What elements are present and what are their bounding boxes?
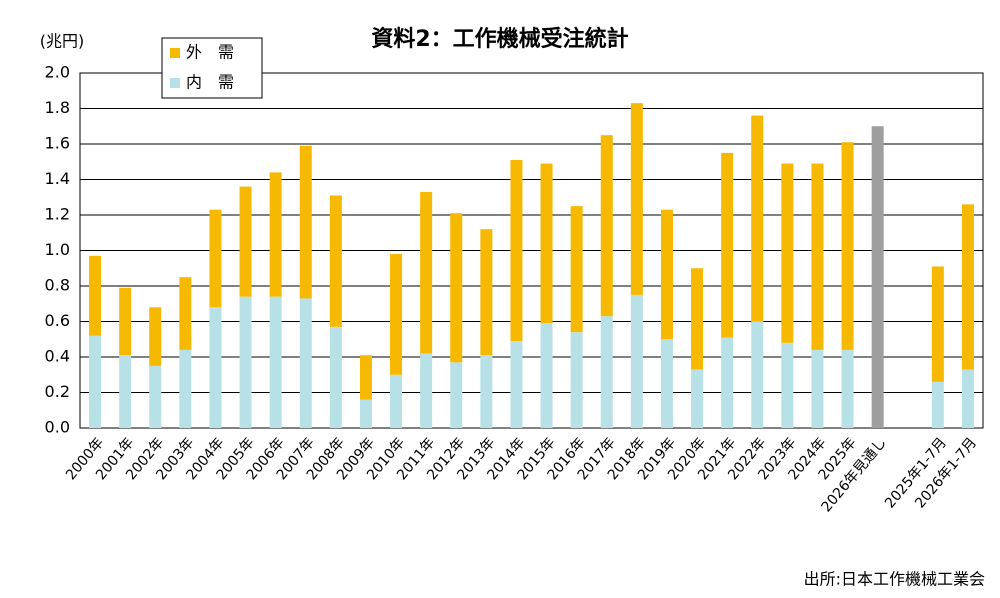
y-tick-label: 1.4 [45,169,70,188]
y-tick-label: 1.6 [45,134,70,153]
source: 出所:日本工作機械工業会 [804,570,985,589]
bar-segment [751,115,764,322]
y-tick-label: 2.0 [45,63,70,82]
chart-title: 資料2：工作機械受注統計 [371,26,628,52]
bar-segment [209,209,222,308]
bar-segment [510,159,523,342]
legend-label: 外 需 [186,43,234,62]
bar-segment [600,316,613,428]
y-unit: (兆円) [40,32,85,51]
bar-segment [329,326,342,428]
bar-segment [299,145,312,299]
bar-segment [359,399,372,428]
bar-segment [931,381,944,428]
y-tick-label: 1.8 [45,98,70,117]
bar-segment [630,103,643,295]
bar-segment [781,163,794,343]
bar-segment [480,229,493,356]
bar-segment [450,362,463,428]
bar-segment [600,135,613,317]
bar-segment [660,209,673,340]
bar-segment [811,163,824,350]
bar-segment [570,206,583,333]
bar-segment [359,355,372,400]
bar-segment [149,307,162,366]
bar-segment [269,172,282,297]
bar-segment [691,369,704,428]
y-tick-label: 1.2 [45,205,70,224]
bar-segment [450,213,463,363]
bar-segment [149,365,162,428]
bar-segment [119,287,132,356]
bar-segment [691,268,704,370]
bar-segment [119,355,132,428]
bar-segment [209,307,222,428]
bar-segment [721,152,734,338]
bar-segment [961,204,974,370]
bar-segment [89,335,102,428]
bar-segment [480,355,493,428]
y-tick-label: 0.0 [45,418,70,437]
bar-segment [299,298,312,428]
legend-swatch [170,48,180,58]
bar-segment [329,195,342,327]
bar-segment [390,254,403,375]
bar-segment [239,186,252,297]
bar-segment [841,349,854,428]
y-tick-label: 0.4 [45,347,70,366]
bar-segment [630,294,643,428]
bar-segment [841,142,854,350]
y-tick-label: 0.6 [45,311,70,330]
bar-segment [179,277,192,350]
bar-segment [540,323,553,428]
bar-segment [781,342,794,428]
legend-swatch [170,78,180,88]
y-tick-label: 1.0 [45,240,70,259]
legend-label: 内 需 [186,73,234,92]
y-tick-label: 0.2 [45,382,70,401]
bar-segment [420,353,433,428]
bar-segment [390,374,403,428]
y-tick-label: 0.8 [45,276,70,295]
bar-segment [721,337,734,428]
bar-segment [660,339,673,428]
bar-segment [751,321,764,428]
bar-segment [510,341,523,428]
bar-segment [89,255,102,336]
bar-segment [811,349,824,428]
bar-segment [420,191,433,354]
bar-segment [570,332,583,428]
bar-segment [269,296,282,428]
bar-segment [540,163,553,324]
bar-segment [179,349,192,428]
bar-segment [961,369,974,428]
plot-border [79,72,984,429]
bar-segment [239,296,252,428]
bar-segment [931,266,944,382]
bar-segment [871,126,884,428]
